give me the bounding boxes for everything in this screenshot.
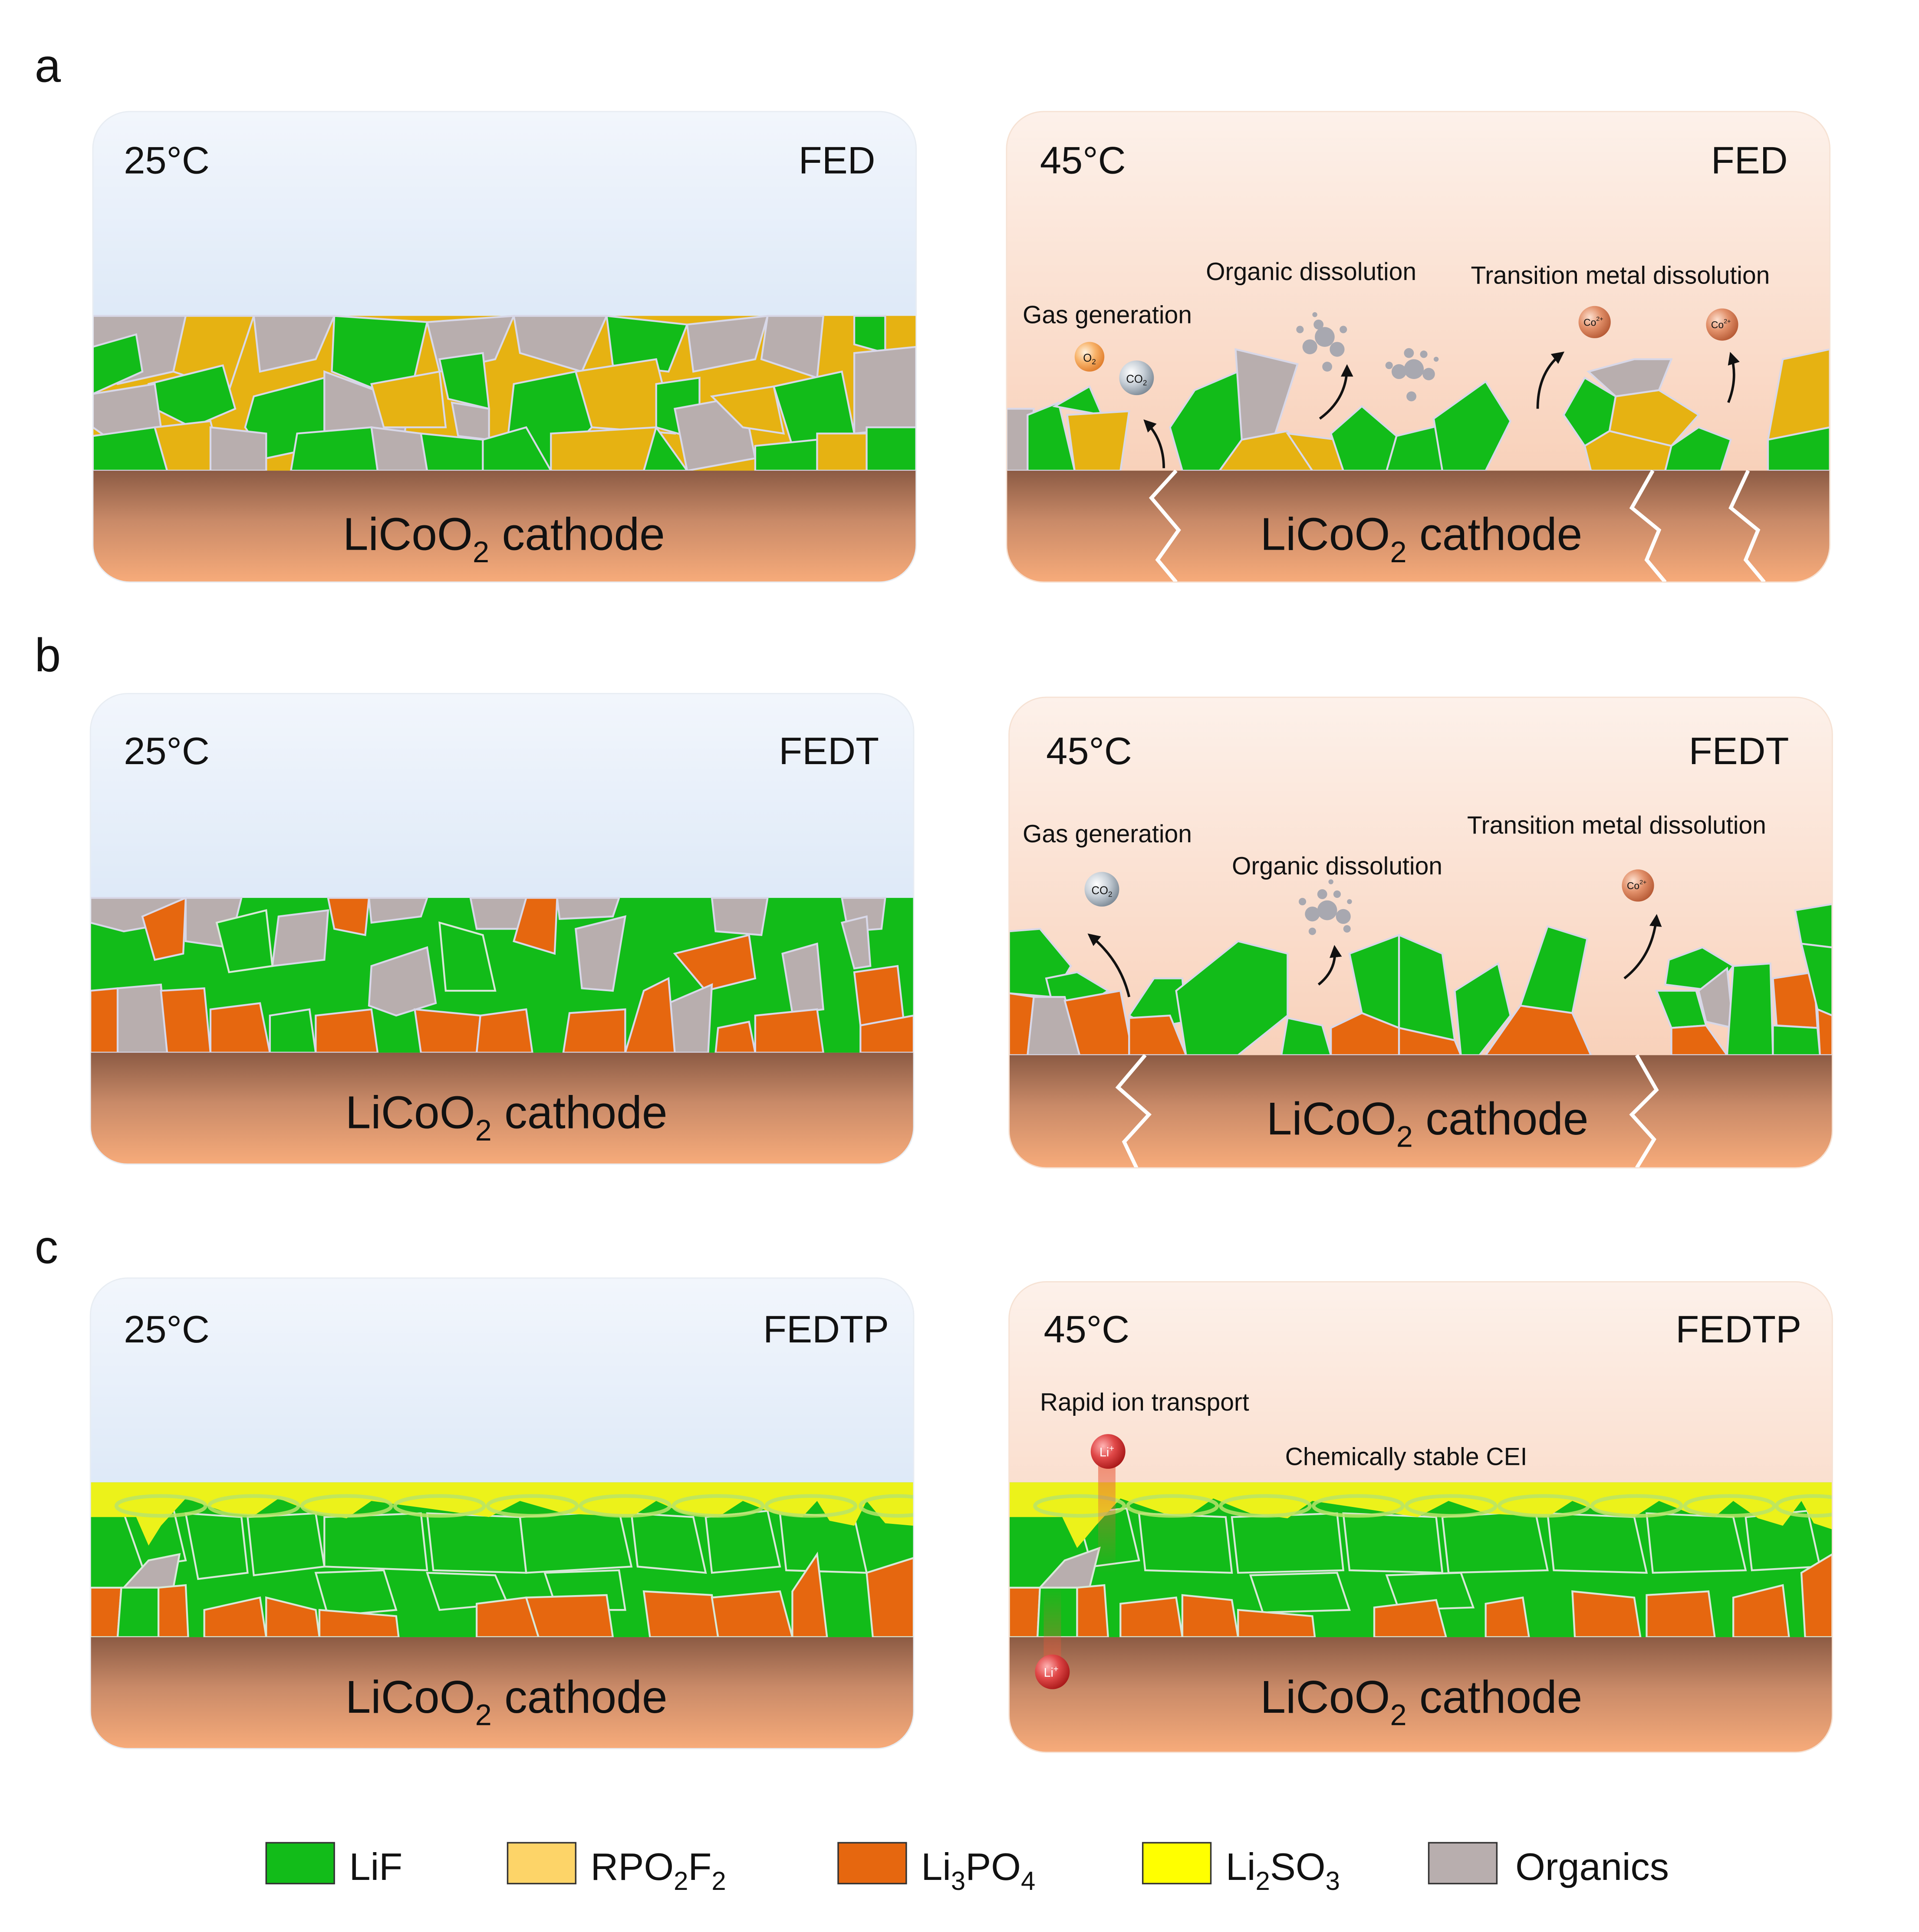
panel-letter-b: b bbox=[35, 629, 61, 681]
cobalt-ion-icon bbox=[1706, 308, 1738, 341]
crack bbox=[1629, 1054, 1659, 1168]
degraded-cei bbox=[1006, 348, 1830, 472]
o2-molecule-label: O2 bbox=[1083, 352, 1096, 366]
co2-molecule-label: CO2 bbox=[1092, 885, 1113, 899]
panel-c-right-electrolyte: FEDTP bbox=[1675, 1308, 1801, 1351]
legend: LiF RPO2F2 Li3PO4 Li2SO3 Organics bbox=[265, 1842, 1669, 1896]
lithium-ion-label: Li+ bbox=[1044, 1665, 1059, 1680]
legend-swatch-li2so3 bbox=[1142, 1842, 1212, 1885]
crack bbox=[1149, 469, 1181, 582]
panel-letter-a: a bbox=[35, 39, 61, 92]
cobalt-ion-label: Co2+ bbox=[1627, 879, 1646, 891]
panel-b-left-temp: 25°C bbox=[124, 729, 210, 772]
panel-c-45c bbox=[1009, 1282, 1833, 1753]
cei-layer bbox=[90, 1507, 914, 1639]
cobalt-ion-icon bbox=[1622, 869, 1654, 902]
organic-dissolution-label: Organic dissolution bbox=[1232, 852, 1442, 880]
legend-label-li2so3: Li2SO3 bbox=[1226, 1845, 1340, 1896]
panel-b-left-cathode-label: LiCoO2 cathode bbox=[346, 1087, 668, 1147]
legend-swatch-rpo2f2 bbox=[507, 1842, 577, 1885]
legend-swatch-organics bbox=[1428, 1842, 1498, 1885]
panel-c-right-cathode-label: LiCoO2 cathode bbox=[1260, 1672, 1582, 1732]
legend-swatch-li3po4 bbox=[837, 1842, 907, 1885]
legend-label-li3po4: Li3PO4 bbox=[921, 1845, 1035, 1896]
crack bbox=[1629, 469, 1667, 582]
panel-a-left-electrolyte: FED bbox=[799, 139, 876, 182]
panel-a-right-temp: 45°C bbox=[1040, 139, 1126, 182]
cobalt-ion-label: Co2+ bbox=[1711, 318, 1731, 330]
panel-c-left-temp: 25°C bbox=[124, 1308, 210, 1351]
panel-a-left-cathode-label: LiCoO2 cathode bbox=[343, 509, 665, 569]
lithium-ion-label: Li+ bbox=[1099, 1444, 1114, 1459]
co2-molecule-label: CO2 bbox=[1126, 373, 1147, 387]
cei-layer bbox=[1009, 1507, 1833, 1639]
panel-a-25c bbox=[92, 111, 916, 582]
panel-b-right-temp: 45°C bbox=[1046, 729, 1132, 772]
organic-particles-icon bbox=[1299, 879, 1352, 935]
ion-trail bbox=[1098, 1461, 1116, 1573]
organic-particles-icon bbox=[1296, 312, 1439, 402]
panel-b-45c bbox=[1009, 697, 1833, 1168]
gas-generation-label: Gas generation bbox=[1023, 820, 1192, 848]
cei-layer bbox=[90, 896, 914, 1054]
li2so3-outer-layer bbox=[90, 1482, 914, 1546]
panel-a-right-electrolyte: FED bbox=[1711, 139, 1788, 182]
panel-b-25c bbox=[90, 693, 914, 1164]
tm-dissolution-label: Transition metal dissolution bbox=[1467, 811, 1766, 839]
tm-dissolution-label: Transition metal dissolution bbox=[1471, 261, 1770, 289]
panel-c-left-electrolyte: FEDTP bbox=[763, 1308, 889, 1351]
cobalt-ion-icon bbox=[1578, 306, 1611, 338]
panel-b-left-electrolyte: FEDT bbox=[779, 729, 879, 772]
chemically-stable-cei-label: Chemically stable CEI bbox=[1285, 1443, 1527, 1470]
organic-dissolution-label: Organic dissolution bbox=[1206, 258, 1416, 286]
co2-molecule-icon bbox=[1119, 360, 1154, 396]
legend-label-organics: Organics bbox=[1515, 1845, 1669, 1888]
panel-b-right-electrolyte: FEDT bbox=[1689, 729, 1789, 772]
co2-molecule-icon bbox=[1084, 872, 1119, 907]
crack bbox=[1728, 470, 1766, 582]
cei-layer bbox=[92, 315, 916, 472]
lithium-ion-icon bbox=[1090, 1434, 1126, 1469]
ion-channel-rings bbox=[114, 1494, 914, 1518]
cobalt-ion-label: Co2+ bbox=[1583, 316, 1603, 328]
lithium-ion-icon bbox=[1035, 1654, 1070, 1689]
rapid-ion-transport-label: Rapid ion transport bbox=[1040, 1388, 1249, 1416]
legend-label-rpo2f2: RPO2F2 bbox=[591, 1845, 726, 1896]
degraded-cei bbox=[1009, 903, 1833, 1056]
panel-c-left-cathode-label: LiCoO2 cathode bbox=[346, 1672, 668, 1732]
panel-b-right-cathode-label: LiCoO2 cathode bbox=[1267, 1093, 1589, 1154]
legend-swatch-lif bbox=[265, 1842, 335, 1885]
legend-label-lif: LiF bbox=[349, 1845, 402, 1888]
dissolution-arrows bbox=[1087, 914, 1662, 997]
li2so3-outer-layer bbox=[1009, 1482, 1833, 1548]
panel-a-left-temp: 25°C bbox=[124, 139, 210, 182]
panel-a-right-cathode-label: LiCoO2 cathode bbox=[1260, 509, 1582, 569]
o2-molecule-icon bbox=[1074, 342, 1105, 372]
panel-a-45c bbox=[1006, 111, 1830, 582]
dissolution-arrows bbox=[1143, 351, 1740, 468]
crack bbox=[1115, 1054, 1152, 1168]
panel-c-right-temp: 45°C bbox=[1043, 1308, 1129, 1351]
panel-c-25c bbox=[90, 1278, 914, 1749]
ion-channel-rings bbox=[1033, 1494, 1833, 1518]
panel-letter-c: c bbox=[35, 1221, 58, 1273]
gas-generation-label: Gas generation bbox=[1023, 301, 1192, 329]
